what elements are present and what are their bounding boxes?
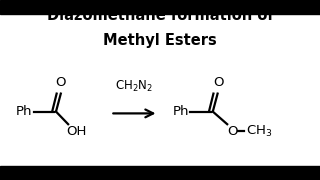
Text: Ph: Ph xyxy=(172,105,189,118)
Text: Diazomethane formation of: Diazomethane formation of xyxy=(47,8,273,23)
Bar xyxy=(0,166,320,180)
Text: Ph: Ph xyxy=(16,105,32,118)
Text: O: O xyxy=(227,125,237,138)
Text: Methyl Esters: Methyl Esters xyxy=(103,33,217,48)
Text: CH$_3$: CH$_3$ xyxy=(246,124,272,139)
Text: O: O xyxy=(56,76,66,89)
Bar xyxy=(0,0,320,14)
Text: O: O xyxy=(213,76,223,89)
Text: OH: OH xyxy=(67,125,87,138)
Text: CH$_2$N$_2$: CH$_2$N$_2$ xyxy=(115,79,154,94)
